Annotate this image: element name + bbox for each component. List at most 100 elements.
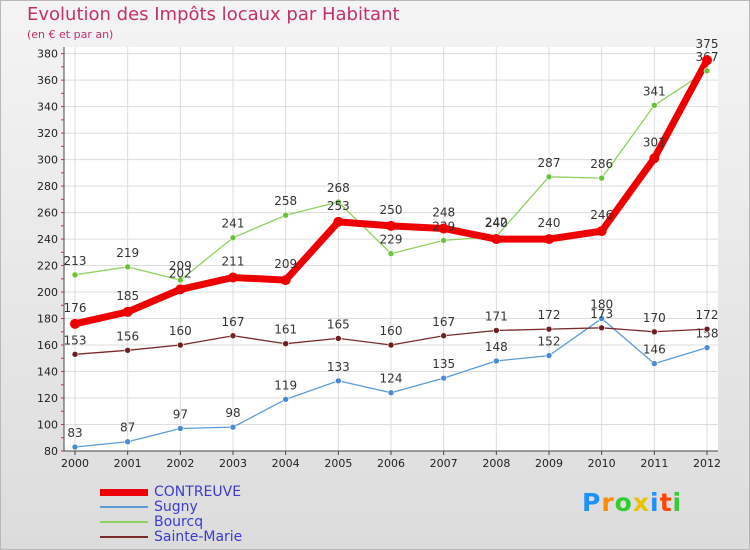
legend-swatch-sugny: [100, 506, 148, 508]
proxiti-logo: Proxiti: [582, 488, 682, 517]
data-point-sugny: [124, 438, 131, 446]
data-point-sugny: [71, 443, 79, 451]
data-label-contreuve: 253: [327, 199, 350, 213]
data-label-bourcq: 241: [222, 217, 245, 231]
x-tick-label: 2006: [377, 457, 405, 470]
data-label-sainte-marie: 160: [169, 324, 192, 338]
data-label-sugny: 119: [274, 378, 297, 392]
y-tick-label: 380: [37, 48, 58, 61]
y-tick-label: 200: [37, 286, 58, 299]
data-point-bourcq: [177, 276, 184, 284]
y-tick-label: 100: [37, 419, 58, 432]
legend-swatch-sainte-marie: [100, 536, 148, 538]
data-label-sugny: 124: [380, 372, 403, 386]
data-point-bourcq: [124, 263, 131, 271]
x-tick-label: 2010: [588, 457, 616, 470]
logo-letter: x: [632, 488, 650, 517]
data-label-sainte-marie: 165: [327, 317, 350, 331]
chart-title: Evolution des Impôts locaux par Habitant: [27, 4, 400, 25]
y-tick-label: 280: [37, 180, 58, 193]
legend-swatch-bourcq: [100, 521, 148, 523]
data-label-contreuve: 250: [380, 203, 403, 217]
data-point-sainte-marie: [651, 328, 658, 336]
logo-letter: i: [672, 488, 683, 517]
x-tick-label: 2007: [430, 457, 458, 470]
data-label-sainte-marie: 172: [538, 308, 561, 322]
data-label-contreuve: 246: [590, 208, 613, 222]
y-tick-label: 180: [37, 313, 58, 326]
data-point-sainte-marie: [440, 332, 447, 340]
data-point-sainte-marie: [545, 325, 553, 333]
x-tick-label: 2004: [272, 457, 300, 470]
legend-item-sainte-marie: Sainte-Marie: [100, 529, 300, 545]
data-point-sugny: [651, 360, 658, 367]
legend-swatch-contreuve: [100, 489, 148, 496]
data-label-sugny: 148: [485, 340, 508, 354]
logo-letter: r: [601, 488, 615, 517]
data-point-sainte-marie: [177, 341, 184, 349]
y-tick-label: 160: [37, 339, 58, 352]
data-label-sugny: 133: [327, 360, 350, 374]
legend-item-contreuve: CONTREUVE: [100, 484, 300, 500]
data-point-contreuve: [175, 284, 186, 295]
data-point-bourcq: [229, 234, 237, 242]
data-label-contreuve: 202: [169, 266, 192, 280]
data-point-sainte-marie: [703, 325, 711, 333]
data-label-contreuve: 375: [696, 37, 719, 51]
data-point-sainte-marie: [124, 347, 131, 354]
logo-letter: o: [614, 488, 633, 517]
data-label-sainte-marie: 172: [696, 308, 719, 322]
data-label-sainte-marie: 173: [590, 307, 613, 321]
data-point-sugny: [229, 423, 237, 431]
data-label-contreuve: 301: [643, 135, 666, 149]
data-point-sainte-marie: [598, 324, 605, 332]
x-tick-label: 2000: [61, 457, 89, 470]
data-label-sainte-marie: 170: [643, 311, 666, 325]
logo-letter: t: [659, 488, 673, 517]
data-label-bourcq: 213: [64, 254, 87, 268]
x-tick-label: 2001: [114, 457, 142, 470]
data-label-sainte-marie: 161: [274, 323, 297, 337]
data-label-sainte-marie: 160: [380, 324, 403, 338]
y-tick-label: 340: [37, 101, 58, 114]
data-point-sugny: [598, 315, 605, 322]
data-label-sainte-marie: 167: [432, 315, 455, 329]
y-tick-label: 360: [37, 74, 58, 87]
data-point-bourcq: [440, 237, 447, 244]
data-label-bourcq: 268: [327, 181, 350, 195]
data-label-sainte-marie: 171: [485, 309, 508, 323]
y-tick-label: 260: [37, 207, 58, 220]
legend-label-bourcq: Bourcq: [154, 514, 204, 530]
y-tick-label: 320: [37, 127, 58, 140]
data-point-bourcq: [387, 250, 395, 257]
legend-label-sainte-marie: Sainte-Marie: [154, 529, 243, 545]
data-point-sugny: [493, 357, 500, 365]
data-point-contreuve: [649, 153, 660, 164]
y-tick-label: 220: [37, 260, 58, 273]
data-point-sainte-marie: [335, 335, 342, 342]
data-label-contreuve: 185: [116, 289, 139, 303]
data-label-contreuve: 209: [274, 257, 297, 271]
data-point-sainte-marie: [493, 327, 500, 334]
legend-item-bourcq: Bourcq: [100, 514, 300, 530]
data-point-contreuve: [491, 234, 502, 245]
y-tick-label: 240: [37, 233, 58, 246]
data-point-sainte-marie: [229, 332, 237, 340]
data-label-bourcq: 242: [485, 215, 508, 229]
data-label-sainte-marie: 153: [64, 333, 87, 347]
y-tick-label: 140: [37, 366, 58, 379]
data-label-bourcq: 287: [538, 156, 561, 170]
data-point-sugny: [545, 352, 553, 359]
data-label-sugny: 87: [120, 421, 135, 435]
x-tick-label: 2008: [482, 457, 510, 470]
data-label-sugny: 180: [590, 298, 613, 312]
legend-label-sugny: Sugny: [154, 499, 198, 515]
y-tick-label: 80: [44, 445, 58, 458]
data-label-bourcq: 209: [169, 259, 192, 273]
data-point-contreuve: [122, 306, 133, 317]
data-label-sugny: 135: [432, 357, 455, 371]
data-label-sainte-marie: 156: [116, 329, 139, 343]
data-point-sainte-marie: [71, 351, 79, 358]
data-point-sugny: [177, 425, 184, 432]
